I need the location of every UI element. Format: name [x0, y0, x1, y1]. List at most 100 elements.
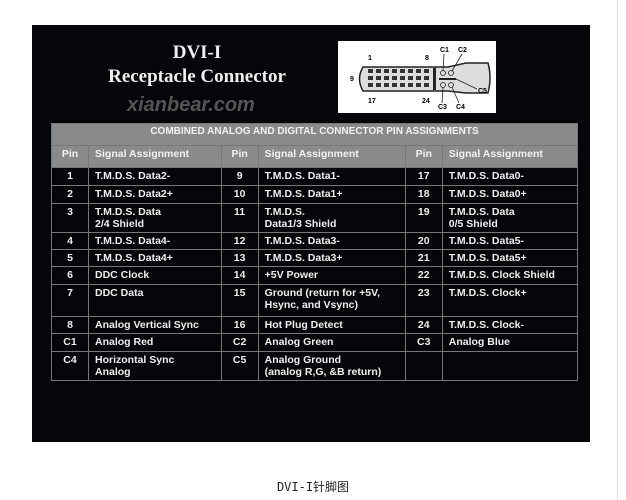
table-row: 1 T.M.D.S. Data2- 9 T.M.D.S. Data1- 17 T.M.D.… [51, 167, 579, 186]
pin-contact [416, 69, 421, 73]
table-row: 4 T.M.D.S. Data4- 12 T.M.D.S. Data3- 20 T.M.D… [51, 232, 579, 250]
signal-cell: T.M.D.S. Data0+ [441, 185, 579, 204]
pin-cell: C4 [51, 351, 89, 381]
label-c5: C5 [478, 88, 487, 95]
table-row: 2 T.M.D.S. Data2+ 10 T.M.D.S. Data1+ 18 T.M.D… [51, 185, 579, 204]
pin-cell: C2 [220, 333, 259, 352]
pin-contact [408, 83, 413, 87]
pin-contact [392, 69, 397, 73]
header-pin: Pin [51, 145, 89, 168]
pin-cell: 6 [51, 266, 89, 285]
pin-cell: 5 [51, 249, 89, 267]
signal-cell: T.M.D.S. Data1- [257, 167, 406, 186]
signal-cell: Analog Blue [441, 333, 579, 352]
pin-cell: 1 [51, 167, 89, 186]
pin-contact [408, 69, 413, 73]
pin-cell: 12 [220, 232, 259, 250]
table-header: Pin Signal Assignment Pin Signal Assignm… [51, 145, 579, 168]
signal-cell: Ground (return for +5V, Hsync, and Vsync… [257, 284, 406, 317]
pin-cell: 23 [404, 284, 443, 317]
header-signal: Signal Assignment [88, 145, 222, 168]
signal-cell: T.M.D.S. Data1/3 Shield [257, 203, 406, 233]
signal-cell [441, 351, 579, 381]
pin-contact [376, 69, 381, 73]
pin-cell: 15 [220, 284, 259, 317]
connector-diagram: 1 8 9 17 24 C1 C2 C3 C4 C5 [338, 41, 496, 113]
signal-cell: T.M.D.S. Data5+ [441, 249, 579, 267]
signal-cell: DDC Clock [88, 266, 222, 285]
label-c3: C3 [438, 104, 447, 111]
label-8: 8 [425, 55, 429, 62]
pin-cell: C1 [51, 333, 89, 352]
label-17: 17 [368, 98, 376, 105]
label-1: 1 [368, 55, 372, 62]
dvi-pinout-image: DVI-I Receptacle Connector 1 8 9 17 24 C… [32, 25, 590, 442]
watermark: xianbear.com [127, 94, 255, 116]
signal-cell: T.M.D.S. Data 0/5 Shield [441, 203, 579, 233]
pin-cell: 14 [220, 266, 259, 285]
pin-contact [376, 83, 381, 87]
pin-cell: 13 [220, 249, 259, 267]
header-pin: Pin [404, 145, 443, 168]
pin-contact [400, 76, 405, 80]
pin-contact [424, 83, 429, 87]
pin-cell: 17 [404, 167, 443, 186]
pin-contact [408, 76, 413, 80]
signal-cell: T.M.D.S. Clock+ [441, 284, 579, 317]
pin-contact [376, 76, 381, 80]
pin-contact [368, 76, 373, 80]
signal-cell: Horizontal Sync Analog [88, 351, 222, 381]
table-row: 3 T.M.D.S. Data 2/4 Shield 11 T.M.D.S. Data… [51, 203, 579, 233]
pin-contact [392, 83, 397, 87]
header-signal: Signal Assignment [441, 145, 579, 168]
header-pin: Pin [220, 145, 259, 168]
pin-cell: 16 [220, 316, 259, 334]
pin-cell: 3 [51, 203, 89, 233]
pin-cell: C5 [220, 351, 259, 381]
pin-cell: C3 [404, 333, 443, 352]
table-row: C4 Horizontal Sync Analog C5 Analog Ground … [51, 351, 579, 381]
pin-cell: 19 [404, 203, 443, 233]
pin-assignment-table: COMBINED ANALOG AND DIGITAL CONNECTOR PI… [51, 123, 579, 381]
signal-cell: Analog Vertical Sync [88, 316, 222, 334]
title-line-1: DVI-I [172, 42, 222, 63]
title-line-2: Receptacle Connector [108, 66, 286, 87]
pin-cell: 22 [404, 266, 443, 285]
label-24: 24 [422, 98, 430, 105]
pin-cell: 21 [404, 249, 443, 267]
pin-cell [404, 351, 443, 381]
signal-cell: DDC Data [88, 284, 222, 317]
signal-cell: Analog Ground (analog R,G, &B return) [257, 351, 406, 381]
signal-cell: T.M.D.S. Data 2/4 Shield [88, 203, 222, 233]
pin-grid [368, 69, 429, 87]
pin-contact [424, 69, 429, 73]
signal-cell: T.M.D.S. Data4- [88, 232, 222, 250]
figure-title: DVI-I Receptacle Connector [82, 41, 312, 89]
signal-cell: T.M.D.S. Data2- [88, 167, 222, 186]
pin-cell: 9 [220, 167, 259, 186]
pin-cell: 24 [404, 316, 443, 334]
pin-cell: 8 [51, 316, 89, 334]
pin-cell: 10 [220, 185, 259, 204]
signal-cell: T.M.D.S. Data4+ [88, 249, 222, 267]
signal-cell: T.M.D.S. Data3+ [257, 249, 406, 267]
signal-cell: Analog Green [257, 333, 406, 352]
pin-cell: 20 [404, 232, 443, 250]
signal-cell: T.M.D.S. Clock- [441, 316, 579, 334]
signal-cell: T.M.D.S. Data0- [441, 167, 579, 186]
pin-contact [416, 83, 421, 87]
page-divider [617, 0, 618, 500]
pin-contact [384, 83, 389, 87]
signal-cell: T.M.D.S. Data1+ [257, 185, 406, 204]
label-c4: C4 [456, 104, 465, 111]
table-caption: COMBINED ANALOG AND DIGITAL CONNECTOR PI… [51, 123, 578, 146]
pin-contact [368, 83, 373, 87]
table-row: 6 DDC Clock 14 +5V Power 22 T.M.D.S. Clock Sh… [51, 266, 579, 285]
signal-cell: T.M.D.S. Data2+ [88, 185, 222, 204]
pin-contact [400, 69, 405, 73]
pin-contact [368, 69, 373, 73]
pin-cell: 18 [404, 185, 443, 204]
signal-cell: T.M.D.S. Data5- [441, 232, 579, 250]
signal-cell: +5V Power [257, 266, 406, 285]
label-c2: C2 [458, 47, 467, 54]
